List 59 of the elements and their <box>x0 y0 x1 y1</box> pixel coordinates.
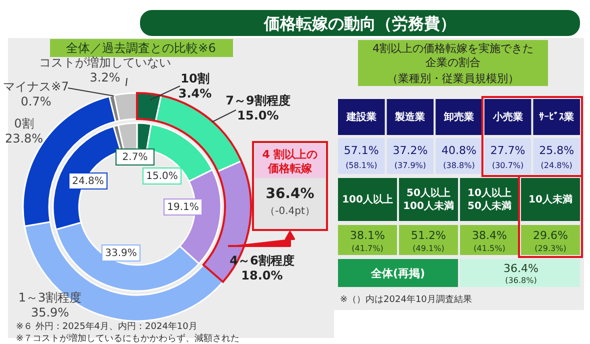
text: 36.4% <box>504 262 538 274</box>
data-label: 19.1% <box>167 202 199 212</box>
text: ｻｰﾋﾞｽ業 <box>539 110 574 122</box>
text: (24.8%) <box>540 160 572 170</box>
data-label: 35.9% <box>30 306 70 320</box>
data-label: 15.0% <box>146 170 178 182</box>
data-label: 33.9% <box>105 248 137 258</box>
data-label: 3.2% <box>90 70 120 84</box>
text: 51.2% <box>411 228 446 242</box>
slice-label: 1～3割程度 <box>18 290 82 304</box>
text: 4 割以上の価格転嫁 <box>262 148 318 174</box>
text: 40.8% <box>442 144 476 156</box>
data-label: 3.4% <box>178 86 212 100</box>
text: (38.8%) <box>443 160 475 170</box>
text: 50人以上 100人未満 <box>403 186 454 212</box>
text: 建設業 <box>345 110 376 122</box>
slice-label: 0割 <box>14 116 34 130</box>
slice-label: コストが増加していない <box>39 56 171 70</box>
text: 25.8% <box>539 144 574 156</box>
text: 卸売業 <box>443 110 474 122</box>
text: (49.1%) <box>412 244 444 252</box>
text: 小売業 <box>492 110 523 122</box>
slice-label: 7～9割程度 <box>226 94 290 108</box>
text: 37.2% <box>392 144 428 156</box>
text: 36.4% <box>266 186 314 202</box>
text: 製造業 <box>394 110 426 122</box>
slice-label: マイナス※7 <box>3 80 69 94</box>
text: 10人以上 50人未満 <box>468 186 512 212</box>
text: 100人以上 <box>342 193 393 205</box>
slice-label: 10割 <box>180 72 210 86</box>
chart-subtitle: 全体／過去調査との比較※6 <box>66 41 216 55</box>
data-label: 24.8% <box>72 176 104 186</box>
text: (41.5%) <box>474 244 506 252</box>
text: (30.7%) <box>492 160 524 170</box>
text: （-0.4pt） <box>265 206 315 216</box>
text: (41.7%) <box>352 244 384 252</box>
text: 38.4% <box>472 228 507 242</box>
text: 29.6% <box>533 228 568 242</box>
text: (29.3%) <box>534 244 566 252</box>
text: (36.8%) <box>505 276 537 284</box>
text: 全体(再掲) <box>370 266 426 280</box>
text: 4割以上の価格転嫁を実施できた企業の割合 <box>372 42 534 68</box>
text: 38.1% <box>350 228 385 242</box>
text: 57.1% <box>344 144 379 156</box>
data-label: 23.8% <box>4 132 44 146</box>
data-label: 2.7% <box>122 152 148 162</box>
text: 27.7% <box>490 144 526 156</box>
text: (37.9%) <box>394 160 426 170</box>
text: 価格転嫁の動向（労務費） <box>263 14 456 32</box>
text: ※（）内は2024年10月調査結果 <box>340 294 472 305</box>
text: （業種別・従業員規模別） <box>387 72 519 84</box>
slice-label: 4～6割程度 <box>230 254 294 268</box>
text: ※７コストが増加しているにもかかわらず、減額された <box>16 333 240 344</box>
text: ※６ 外円：2025年4月、内円：2024年10月 <box>16 321 198 332</box>
text: 10人未満 <box>528 193 572 205</box>
data-label: 18.0% <box>241 268 283 282</box>
data-label: 0.7% <box>20 94 52 108</box>
text: (58.1%) <box>346 160 378 170</box>
data-label: 15.0% <box>237 108 279 122</box>
